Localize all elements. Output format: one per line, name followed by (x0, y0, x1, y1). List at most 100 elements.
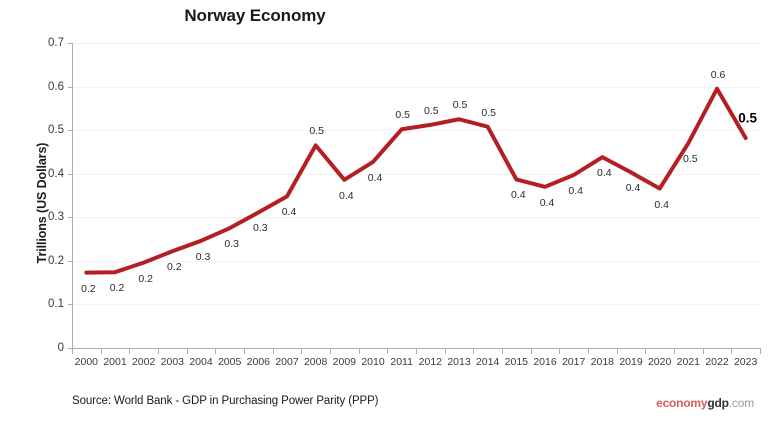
x-axis-tick (272, 349, 274, 354)
x-axis-tick (387, 349, 389, 354)
y-axis-tick-label: 0.3 (48, 211, 64, 224)
x-axis-tick (100, 349, 102, 354)
x-axis-tick-label: 2019 (619, 356, 643, 368)
y-axis-tick-label: 0 (57, 342, 64, 354)
x-axis-tick (244, 349, 245, 354)
data-point-label: 0.5 (424, 104, 439, 117)
site-logo[interactable]: economygdp.com (656, 396, 754, 410)
page-title: Norway Economy (184, 6, 326, 25)
x-axis-tick (444, 349, 446, 354)
x-axis-tick-label: 2006 (246, 356, 270, 368)
x-axis-tick (731, 349, 733, 354)
data-point-label: 0.3 (224, 238, 239, 251)
y-axis-title: Trillions (US Dollars) (35, 142, 49, 264)
x-axis-tick (473, 349, 475, 354)
data-point-label: 0.4 (281, 206, 297, 219)
y-axis-tick (68, 260, 73, 262)
x-axis-tick-label: 2013 (447, 356, 471, 368)
data-point-label: 0.5 (481, 106, 496, 119)
x-axis-line (72, 348, 761, 349)
x-axis-tick-label: 2008 (303, 356, 328, 368)
x-axis-tick-label: 2011 (390, 356, 413, 368)
gridline (72, 86, 760, 88)
data-point-label: 0.2 (138, 272, 153, 285)
x-axis-tick-label: 2022 (705, 356, 729, 368)
x-axis-tick (72, 349, 73, 354)
y-axis-tick-label: 0.5 (48, 124, 64, 137)
data-point-label: 0.4 (597, 167, 612, 180)
x-axis-tick (129, 349, 131, 354)
gridline (72, 173, 760, 175)
y-axis-tick-label: 0.6 (48, 80, 64, 93)
x-axis-tick (645, 349, 647, 354)
data-point-label: 0.4 (625, 182, 641, 195)
data-point-label: 0.4 (367, 171, 383, 184)
x-axis-tick (588, 349, 589, 354)
data-point-label: 0.5 (738, 110, 758, 126)
data-point-label: 0.4 (511, 189, 526, 202)
gridline (72, 43, 760, 44)
y-axis-tick (68, 217, 73, 219)
x-axis-tick (502, 349, 503, 354)
x-axis-tick-label: 2007 (275, 356, 299, 368)
y-axis-tick-label: 0.7 (48, 37, 64, 49)
logo-part-economy: economy (656, 396, 708, 410)
data-point-label: 0.5 (452, 99, 468, 112)
x-axis-tick (702, 349, 704, 354)
x-axis-tick-label: 2012 (418, 356, 442, 368)
gridline (72, 304, 760, 306)
x-axis-tick-label: 2004 (189, 356, 213, 368)
data-point-label: 0.4 (339, 189, 354, 202)
data-point-label: 0.3 (253, 222, 268, 235)
x-axis-tick-label: 2009 (332, 356, 356, 368)
x-axis-tick (215, 349, 217, 354)
logo-part-gdp: gdp (707, 396, 729, 410)
x-axis-tick-label: 2020 (647, 356, 672, 368)
x-axis-tick (674, 349, 675, 354)
source-note: Source: World Bank - GDP in Purchasing P… (72, 395, 379, 407)
y-axis-tick-label: 0.1 (48, 298, 64, 311)
x-axis-tick (358, 349, 360, 354)
x-axis-tick-label: 2021 (676, 356, 700, 368)
x-axis-tick-label: 2005 (217, 356, 242, 368)
x-axis-tick (530, 349, 532, 354)
y-axis-tick (68, 173, 73, 175)
x-axis-tick (760, 349, 761, 354)
x-axis-tick (330, 349, 331, 354)
data-point-label: 0.5 (683, 153, 698, 166)
x-axis-tick-label: 2002 (131, 356, 156, 368)
x-axis-tick-label: 2014 (475, 356, 500, 368)
y-axis-tick (68, 304, 73, 306)
logo-part-domain: .com (728, 396, 754, 410)
x-axis-tick-label: 2017 (561, 356, 586, 368)
x-axis-tick (416, 349, 417, 354)
x-axis-tick-label: 2016 (533, 356, 557, 368)
x-axis-tick-label: 2010 (361, 356, 385, 368)
y-axis-tick (68, 130, 73, 132)
x-axis-tick (186, 349, 188, 354)
x-axis-tick (158, 349, 159, 354)
data-point-label: 0.2 (81, 282, 96, 295)
x-axis-tick-label: 2003 (160, 356, 184, 368)
x-axis-tick (301, 349, 303, 354)
data-point-label: 0.5 (395, 109, 410, 122)
x-axis-tick-label: 2001 (103, 356, 127, 368)
y-axis-tick (68, 348, 73, 349)
x-axis-tick-label: 2015 (504, 356, 528, 368)
data-point-label: 0.3 (195, 250, 211, 263)
gridline (72, 130, 760, 132)
x-axis-tick-label: 2018 (590, 356, 614, 368)
x-axis-tick (559, 349, 561, 354)
y-axis-tick-label: 0.4 (48, 167, 64, 180)
y-axis-tick-label: 0.2 (48, 254, 64, 267)
x-axis-tick-label: 2023 (733, 356, 758, 368)
data-point-label: 0.4 (568, 185, 583, 198)
data-point-label: 0.6 (710, 68, 726, 81)
data-point-label: 0.2 (109, 282, 125, 295)
y-axis-tick (68, 86, 73, 88)
data-point-label: 0.4 (539, 196, 555, 209)
x-axis-tick (616, 349, 618, 354)
data-point-label: 0.5 (309, 125, 324, 138)
y-axis-line (72, 43, 73, 349)
